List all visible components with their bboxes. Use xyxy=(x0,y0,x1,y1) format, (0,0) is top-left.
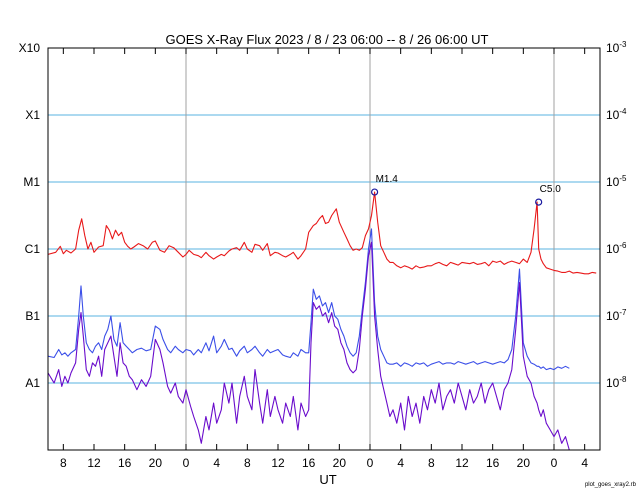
x-tick-label: 8 xyxy=(244,456,251,470)
x-tick-label: 20 xyxy=(149,456,163,470)
series-line-3 xyxy=(47,241,570,451)
right-axis-label: 10-8 xyxy=(606,375,627,390)
x-tick-label: 20 xyxy=(517,456,531,470)
right-axis-label: 10-3 xyxy=(606,40,627,55)
x-tick-label: 0 xyxy=(551,456,558,470)
right-axis-base: 10 xyxy=(606,309,620,323)
x-tick-label: 16 xyxy=(302,456,316,470)
plot-frame xyxy=(47,47,601,451)
series-line-2 xyxy=(47,228,570,371)
grid-layer xyxy=(48,48,600,450)
right-axis-label: 10-7 xyxy=(606,308,627,323)
x-tick-label: 8 xyxy=(428,456,435,470)
series-layer xyxy=(47,191,597,451)
x-tick-label: 12 xyxy=(87,456,101,470)
x-tick-label: 20 xyxy=(333,456,347,470)
right-axis-label: 10-4 xyxy=(606,107,627,122)
series-line-1 xyxy=(47,191,597,275)
right-axis-base: 10 xyxy=(606,175,620,189)
x-tick-label: 4 xyxy=(397,456,404,470)
right-axis-label: 10-6 xyxy=(606,241,627,256)
right-axis-exponent: -8 xyxy=(619,375,627,384)
x-tick-label: 8 xyxy=(60,456,67,470)
right-axis-base: 10 xyxy=(606,242,620,256)
left-axis-label: A1 xyxy=(25,376,40,390)
left-axis-label: M1 xyxy=(23,175,40,189)
right-axis-base: 10 xyxy=(606,108,620,122)
left-axis-label: X1 xyxy=(25,108,40,122)
flare-marker xyxy=(535,198,543,206)
x-tick-label: 16 xyxy=(118,456,132,470)
right-axis-exponent: -7 xyxy=(619,308,627,317)
x-tick-label: 4 xyxy=(581,456,588,470)
left-axis-label: C1 xyxy=(25,242,41,256)
right-axis-base: 10 xyxy=(606,376,620,390)
x-tick-label: 12 xyxy=(271,456,285,470)
flare-layer: M1.4 C5.0 xyxy=(371,174,562,206)
flare-marker xyxy=(371,188,379,196)
right-axis-base: 10 xyxy=(606,41,620,55)
right-axis-exponent: -6 xyxy=(619,241,627,250)
right-axis-exponent: -4 xyxy=(619,107,627,116)
right-axis-exponent: -5 xyxy=(619,174,627,183)
credit-text: plot_goes_xray2.rb xyxy=(585,482,637,488)
right-axis-label: 10-5 xyxy=(606,174,627,189)
axis-layer: 8 12 16 20 0 4 8 12 16 20 0 4 8 12 16 20 0 4 X10 X1 M1 C1 B1 A1… xyxy=(19,40,627,470)
x-tick-label: 0 xyxy=(183,456,190,470)
left-axis-label: X10 xyxy=(19,41,41,55)
x-tick-label: 12 xyxy=(455,456,469,470)
left-axis-label: B1 xyxy=(25,309,40,323)
chart-title: GOES X-Ray Flux 2023 / 8 / 23 06:00 -- 8… xyxy=(166,32,489,47)
flare-label: C5.0 xyxy=(540,184,562,195)
x-tick-label: 16 xyxy=(486,456,500,470)
flare-label: M1.4 xyxy=(376,174,399,185)
right-axis-exponent: -3 xyxy=(619,40,627,49)
x-tick-label: 4 xyxy=(213,456,220,470)
x-axis-label: UT xyxy=(319,472,336,487)
x-tick-label: 0 xyxy=(367,456,374,470)
